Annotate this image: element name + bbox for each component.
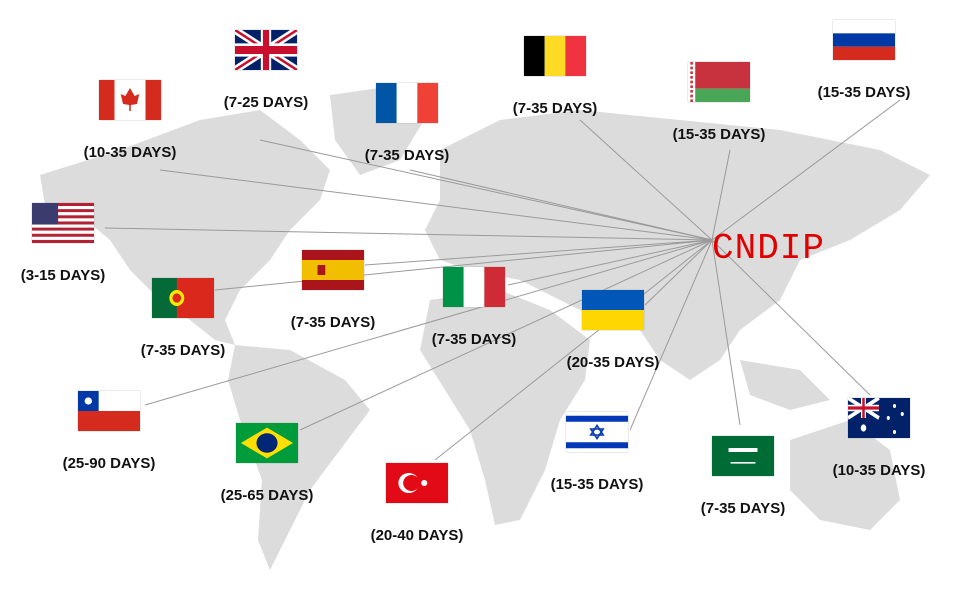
destination-belgium: (7-35 DAYS): [495, 36, 615, 117]
destination-australia: (10-35 DAYS): [819, 398, 939, 479]
europe-asia: [425, 110, 930, 380]
shipping-line: [644, 239, 713, 306]
destination-israel: (15-35 DAYS): [537, 412, 657, 493]
delivery-days-label: (3-15 DAYS): [20, 267, 106, 284]
ukraine-flag-icon: [553, 290, 673, 330]
chile-flag-icon: [49, 391, 169, 431]
belgium-flag-icon: [495, 36, 615, 76]
shipping-line: [409, 169, 713, 241]
north-america: [40, 110, 330, 345]
delivery-days-label: (15-35 DAYS): [672, 126, 766, 143]
delivery-days-label: (7-35 DAYS): [700, 500, 786, 517]
destination-turkey: (20-40 DAYS): [357, 463, 477, 544]
turkey-flag-icon: [357, 463, 477, 503]
shipping-line: [507, 239, 713, 286]
shipping-line: [104, 227, 713, 241]
delivery-days-label: (7-35 DAYS): [512, 100, 598, 117]
brand-logo-text: CNDIP: [712, 228, 826, 269]
australia: [790, 420, 900, 530]
destination-chile: (25-90 DAYS): [49, 391, 169, 472]
shipping-line: [214, 239, 713, 291]
delivery-days-label: (7-35 DAYS): [364, 147, 450, 164]
usa-flag-icon: [3, 203, 123, 243]
belarus-flag-icon: [659, 62, 779, 102]
southeast-asia: [740, 360, 830, 410]
delivery-days-label: (7-35 DAYS): [290, 314, 376, 331]
shipping-line: [364, 239, 713, 266]
destination-russia: (15-35 DAYS): [804, 20, 924, 101]
italy-flag-icon: [414, 267, 534, 307]
shipping-line: [711, 99, 901, 241]
delivery-days-label: (20-40 DAYS): [370, 527, 464, 544]
uk-flag-icon: [206, 30, 326, 70]
delivery-days-label: (15-35 DAYS): [817, 84, 911, 101]
delivery-days-label: (7-25 DAYS): [223, 94, 309, 111]
shipping-line: [299, 239, 713, 431]
israel-flag-icon: [537, 412, 657, 452]
delivery-days-label: (25-65 DAYS): [220, 487, 314, 504]
russia-flag-icon: [804, 20, 924, 60]
delivery-days-label: (15-35 DAYS): [550, 476, 644, 493]
france-flag-icon: [347, 83, 467, 123]
australia-flag-icon: [819, 398, 939, 438]
africa: [420, 290, 590, 525]
destination-france: (7-35 DAYS): [347, 83, 467, 164]
saudi-arabia-flag-icon: [683, 436, 803, 476]
continents: [40, 85, 930, 570]
shipping-line: [434, 239, 713, 461]
shipping-lines: [104, 99, 901, 461]
shipping-line: [159, 169, 713, 241]
south-america: [228, 345, 370, 570]
shipping-line: [711, 239, 871, 396]
shipping-line: [579, 119, 713, 241]
delivery-days-label: (10-35 DAYS): [832, 462, 926, 479]
destination-italy: (7-35 DAYS): [414, 267, 534, 348]
destination-ukraine: (20-35 DAYS): [553, 290, 673, 371]
destination-spain: (7-35 DAYS): [273, 250, 393, 331]
shipping-line: [711, 239, 741, 426]
spain-flag-icon: [273, 250, 393, 290]
brazil-flag-icon: [207, 423, 327, 463]
delivery-days-label: (7-35 DAYS): [431, 331, 517, 348]
destination-canada: (10-35 DAYS): [70, 80, 190, 161]
destination-belarus: (15-35 DAYS): [659, 62, 779, 143]
delivery-days-label: (10-35 DAYS): [83, 144, 177, 161]
shipping-line: [144, 239, 713, 406]
destination-portugal: (7-35 DAYS): [123, 278, 243, 359]
shipping-line: [259, 139, 713, 241]
canada-flag-icon: [70, 80, 190, 120]
destination-saudi-arabia: (7-35 DAYS): [683, 436, 803, 517]
shipping-line: [711, 149, 731, 241]
delivery-days-label: (20-35 DAYS): [566, 354, 660, 371]
portugal-flag-icon: [123, 278, 243, 318]
delivery-days-label: (25-90 DAYS): [62, 455, 156, 472]
destination-usa: (3-15 DAYS): [3, 203, 123, 284]
delivery-days-label: (7-35 DAYS): [140, 342, 226, 359]
destination-uk: (7-25 DAYS): [206, 30, 326, 111]
destination-brazil: (25-65 DAYS): [207, 423, 327, 504]
shipping-line: [629, 239, 713, 431]
